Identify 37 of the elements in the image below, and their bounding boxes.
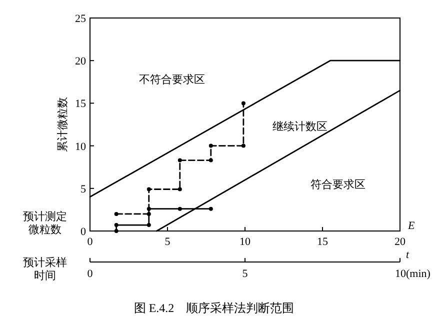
x2label: t (406, 249, 410, 261)
ytick: 10 (75, 140, 86, 153)
ylabel: 累计微粒数 (57, 97, 69, 152)
point (114, 223, 118, 228)
ytick: 20 (75, 56, 86, 68)
point (208, 158, 213, 162)
point (146, 206, 151, 211)
point (178, 158, 182, 162)
annotation: 预计测定微粒数 (23, 211, 67, 236)
point (146, 223, 151, 228)
x2tick: 0 (87, 268, 93, 280)
xtick: 20 (394, 236, 406, 248)
point (208, 206, 213, 211)
ytick: 5 (80, 183, 86, 196)
annotation: 继续计数区 (272, 121, 328, 133)
x2tick: 5 (242, 268, 248, 280)
xtick: 15 (317, 236, 328, 248)
annotation: 符合要求区 (310, 179, 366, 191)
xlabel: E (408, 220, 415, 232)
ytick: 15 (75, 98, 86, 110)
point (178, 187, 182, 192)
point (146, 187, 151, 192)
annotation: 预计采样时间 (23, 257, 67, 282)
xtick: 5 (164, 236, 170, 248)
xtick: 10 (240, 236, 250, 248)
point (178, 206, 182, 211)
ytick: 0 (80, 226, 86, 238)
point (241, 144, 246, 148)
x2tick: 10(min) (395, 268, 430, 280)
point (208, 144, 213, 148)
title: 图 E.4.2 顺序采样法判断范围 (134, 301, 294, 315)
point (114, 212, 118, 216)
point (241, 101, 246, 106)
point (114, 229, 118, 233)
xtick: 0 (87, 236, 93, 248)
ytick: 25 (75, 13, 86, 25)
annotation: 不符合要求区 (139, 74, 205, 86)
